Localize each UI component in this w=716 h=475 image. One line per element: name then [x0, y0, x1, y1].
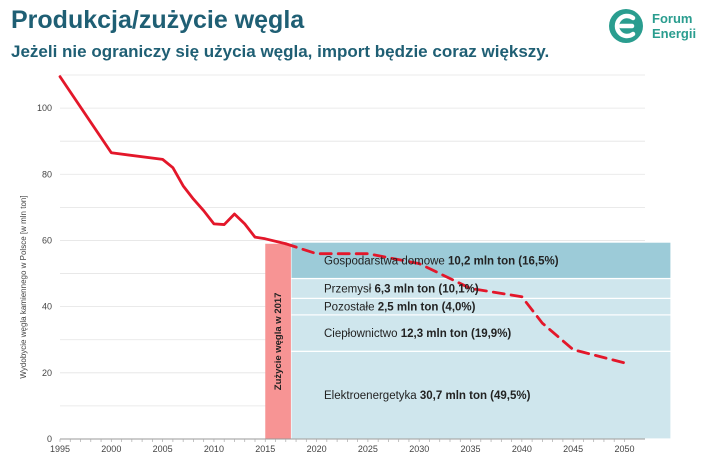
consumption-2017-bar: [265, 243, 291, 439]
y-tick-label: 80: [42, 169, 52, 179]
page-title: Produkcja/zużycie węgla: [11, 6, 305, 34]
segment-label: Ciepłownictwo 12,3 mln ton (19,9%): [324, 328, 511, 340]
y-tick-label: 20: [42, 368, 52, 378]
forum-energii-logo: Forum Energii: [608, 8, 713, 44]
x-tick-label: 2050: [614, 444, 634, 454]
x-tick-label: 2010: [204, 444, 224, 454]
x-tick-label: 1995: [50, 444, 70, 454]
x-tick-label: 2005: [153, 444, 173, 454]
x-tick-label: 2045: [563, 444, 583, 454]
x-tick-label: 2000: [101, 444, 121, 454]
consumption-segment: [290, 350, 672, 440]
y-tick-label: 60: [42, 235, 52, 245]
segment-label: Gospodarstwa domowe 10,2 mln ton (16,5%): [324, 255, 559, 267]
logo-text-line1: Forum: [652, 11, 693, 26]
y-axis-label: Wydobycie węgla kamiennego w Polsce [w m…: [19, 195, 28, 378]
x-tick-label: 2020: [307, 444, 327, 454]
x-tick-label: 2030: [409, 444, 429, 454]
y-tick-label: 40: [42, 302, 52, 312]
y-tick-label: 0: [47, 434, 52, 444]
consumption-segment: [290, 241, 672, 280]
segment-label: Pozostałe 2,5 mln ton (4,0%): [324, 302, 476, 314]
logo-icon: [609, 9, 643, 43]
page-subtitle: Jeżeli nie ograniczy się użycia węgla, i…: [11, 42, 550, 61]
x-tick-label: 2040: [512, 444, 532, 454]
consumption-2017-label: Zużycie węgla w 2017: [273, 293, 284, 391]
x-tick-label: 2035: [461, 444, 481, 454]
x-tick-label: 2025: [358, 444, 378, 454]
logo-text-line2: Energii: [652, 26, 697, 41]
series-line-forecast: [284, 242, 626, 365]
segment-label: Przemysł 6,3 mln ton (10,1%): [324, 283, 479, 295]
series-line-historical: [58, 75, 288, 246]
segment-label: Elektroenergetyka 30,7 mln ton (49,5%): [324, 390, 531, 402]
y-tick-label: 100: [37, 103, 52, 113]
x-tick-label: 2015: [255, 444, 275, 454]
